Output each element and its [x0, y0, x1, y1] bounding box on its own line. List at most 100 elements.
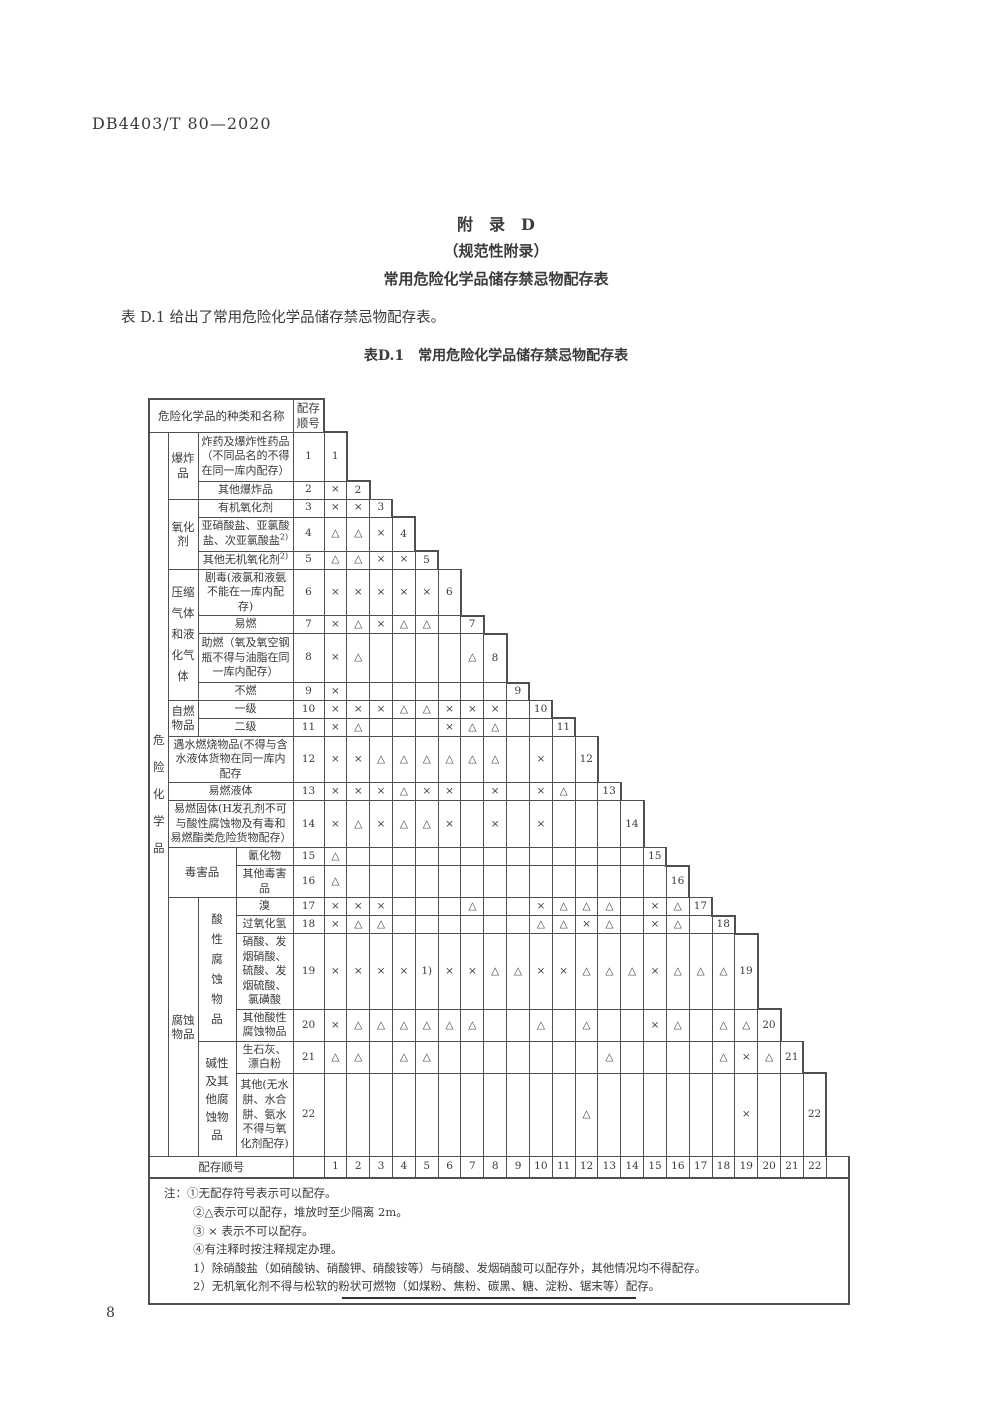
matrix-cell — [414, 717, 439, 737]
void-cell — [826, 866, 849, 898]
void-cell — [575, 481, 598, 499]
matrix-cell — [688, 915, 713, 935]
matrix-cell — [597, 1072, 622, 1157]
matrix-cell: △ — [346, 717, 371, 737]
matrix-cell: △ — [414, 735, 439, 784]
category-label: 爆炸品 — [167, 431, 199, 500]
table-row: 注：①无配存符号表示可以配存。 ②△表示可以配存，堆放时至少隔离 2m。 ③ × 表… — [147, 1177, 851, 1306]
void-cell — [438, 517, 461, 551]
matrix-cell — [528, 1040, 553, 1074]
void-cell — [552, 399, 575, 432]
matrix-cell: × — [369, 568, 393, 617]
matrix-cell — [391, 633, 416, 684]
matrix-cell — [597, 865, 622, 899]
void-cell — [712, 499, 735, 517]
void-cell — [735, 801, 758, 848]
diagonal-cell: 20 — [757, 1008, 782, 1042]
matrix-cell — [688, 1008, 713, 1042]
diagonal-cell: 6 — [437, 568, 462, 617]
matrix-cell: × — [346, 782, 371, 802]
row-name: 炸药及爆炸性药品（不同品名的不得在同一库内配存） — [197, 431, 294, 482]
void-cell — [575, 683, 598, 701]
root-category-label: 危险化学品 — [148, 431, 169, 1157]
void-cell — [735, 718, 758, 736]
void-cell — [735, 499, 758, 517]
matrix-cell: × — [323, 615, 348, 635]
matrix-cell — [483, 1040, 508, 1074]
matrix-cell — [551, 1040, 576, 1074]
void-cell — [461, 499, 484, 517]
matrix-cell — [620, 865, 645, 899]
void-cell — [735, 616, 758, 634]
matrix-cell — [369, 865, 393, 899]
void-cell — [712, 783, 735, 801]
matrix-cell — [643, 1040, 667, 1074]
matrix-cell — [437, 865, 462, 899]
row-seq-cell: 8 — [292, 633, 325, 684]
void-cell — [803, 481, 826, 499]
void-cell — [666, 848, 689, 866]
void-cell — [529, 399, 552, 432]
matrix-cell: △ — [346, 550, 371, 570]
footer-seq-number: 10 — [528, 1155, 553, 1179]
matrix-cell — [414, 915, 439, 935]
void-cell — [689, 736, 712, 783]
table-row: 不燃 9 × 9 — [149, 681, 849, 702]
intro-paragraph: 表 D.1 给出了常用危险化学品储存禁忌物配存表。 — [121, 310, 446, 326]
void-cell — [735, 701, 758, 719]
void-cell — [758, 801, 781, 848]
matrix-cell — [551, 1072, 576, 1157]
void-cell — [758, 736, 781, 783]
void-cell — [781, 634, 804, 683]
footer-seq-number: 19 — [734, 1155, 759, 1179]
void-cell — [758, 848, 781, 866]
matrix-cell: × — [574, 915, 599, 935]
note-line: ③ × 表示不可以配存。 — [193, 1223, 314, 1238]
void-cell — [461, 517, 484, 551]
void-cell — [826, 481, 849, 499]
matrix-cell — [483, 1008, 508, 1042]
void-cell — [598, 569, 621, 616]
matrix-cell — [346, 865, 371, 899]
void-cell — [735, 551, 758, 569]
void-cell — [826, 616, 849, 634]
row-seq-cell: 13 — [292, 782, 325, 802]
void-cell — [621, 432, 644, 481]
matrix-cell: × — [346, 933, 371, 1010]
void-cell — [484, 517, 507, 551]
void-cell — [621, 634, 644, 683]
table-row: 易燃液体 13 × × × △ × × × × △ 13 — [149, 782, 849, 802]
matrix-cell — [460, 800, 485, 849]
void-cell — [712, 399, 735, 432]
row-seq-cell: 9 — [292, 682, 325, 702]
void-cell — [621, 718, 644, 736]
matrix-cell: × — [346, 700, 371, 719]
void-cell — [689, 569, 712, 616]
row-name: 遇水燃烧物品(不得与含水液体货物在同一库内配存 — [167, 735, 294, 784]
void-cell — [758, 898, 781, 916]
void-cell — [598, 634, 621, 683]
void-cell — [735, 569, 758, 616]
matrix-cell: △ — [574, 1008, 599, 1042]
void-cell — [803, 683, 826, 701]
table-row: 其他毒害品 16 △ 16 — [149, 864, 849, 899]
void-cell — [826, 1009, 849, 1041]
matrix-cell: △ — [665, 897, 690, 917]
matrix-cell — [597, 800, 622, 849]
matrix-cell — [528, 865, 553, 899]
diagonal-cell: 15 — [643, 847, 668, 867]
row-name: 助燃（氧及氧空钢瓶不得与油脂在同一库内配存） — [197, 633, 294, 684]
void-cell — [666, 634, 689, 683]
row-name: 生石灰、漂白粉 — [235, 1040, 294, 1074]
void-cell — [529, 616, 552, 634]
void-cell — [552, 634, 575, 683]
void-cell — [621, 783, 644, 801]
row-name: 氰化物 — [235, 847, 294, 867]
void-cell — [803, 801, 826, 848]
void-cell — [712, 517, 735, 551]
category-label-text: 压缩气体和液化气体 — [171, 585, 195, 684]
void-cell — [529, 499, 552, 517]
matrix-cell — [369, 633, 393, 684]
matrix-cell: × — [323, 480, 348, 500]
matrix-cell: △ — [437, 735, 462, 784]
